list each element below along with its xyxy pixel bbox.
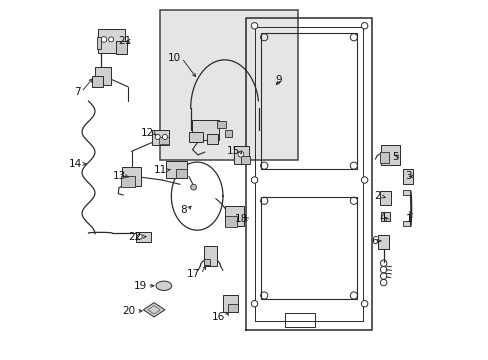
Bar: [260, 33, 357, 169]
Bar: [402, 169, 412, 184]
Text: 1: 1: [405, 215, 412, 224]
Text: 19: 19: [133, 281, 146, 291]
Circle shape: [361, 177, 367, 183]
Bar: [403, 221, 409, 226]
Bar: [203, 258, 210, 265]
Circle shape: [251, 177, 257, 183]
Text: 2: 2: [374, 191, 380, 201]
Circle shape: [162, 134, 167, 139]
Bar: [97, 37, 101, 49]
Text: 21: 21: [118, 36, 131, 46]
Bar: [151, 130, 168, 145]
Bar: [92, 76, 102, 87]
Text: 6: 6: [370, 236, 377, 246]
Bar: [188, 132, 203, 142]
Text: 5: 5: [391, 152, 398, 162]
Bar: [234, 146, 249, 163]
Bar: [379, 191, 390, 205]
Circle shape: [361, 301, 367, 307]
Text: 13: 13: [112, 171, 125, 181]
Bar: [260, 197, 357, 299]
Circle shape: [108, 37, 113, 42]
Bar: [116, 41, 127, 54]
Bar: [165, 161, 186, 178]
Text: 20: 20: [122, 306, 136, 316]
Text: 10: 10: [168, 53, 181, 63]
Circle shape: [155, 134, 160, 139]
Circle shape: [361, 23, 367, 29]
Bar: [224, 130, 231, 137]
Text: 12: 12: [140, 129, 153, 138]
Text: 18: 18: [234, 215, 247, 224]
Text: 17: 17: [187, 269, 200, 279]
Polygon shape: [143, 303, 164, 317]
Bar: [206, 134, 217, 144]
Text: 9: 9: [275, 75, 281, 85]
Bar: [224, 206, 244, 226]
Circle shape: [190, 184, 196, 190]
Text: 14: 14: [69, 159, 82, 169]
Text: 8: 8: [180, 206, 186, 216]
Text: 4: 4: [378, 213, 385, 222]
Circle shape: [101, 37, 106, 42]
Text: 15: 15: [226, 145, 239, 156]
Circle shape: [238, 151, 244, 157]
Bar: [216, 121, 225, 128]
Circle shape: [251, 23, 257, 29]
Circle shape: [251, 301, 257, 307]
Bar: [136, 231, 151, 242]
Bar: [227, 305, 238, 312]
Bar: [176, 169, 187, 178]
Bar: [191, 120, 218, 140]
Bar: [95, 67, 111, 85]
Text: 16: 16: [212, 312, 225, 322]
Bar: [121, 176, 135, 187]
Bar: [403, 190, 409, 195]
Bar: [377, 234, 388, 249]
Text: 22: 22: [128, 232, 142, 242]
Bar: [381, 145, 399, 165]
Bar: [224, 216, 237, 226]
Bar: [203, 246, 217, 266]
Bar: [285, 313, 315, 327]
Bar: [223, 295, 238, 312]
Text: 7: 7: [74, 87, 81, 97]
Circle shape: [137, 234, 142, 239]
Text: 11: 11: [153, 165, 167, 175]
Text: 3: 3: [405, 171, 411, 181]
Polygon shape: [156, 281, 171, 291]
Bar: [160, 10, 298, 160]
Bar: [122, 167, 141, 186]
Bar: [240, 156, 249, 164]
Bar: [380, 212, 389, 221]
Bar: [159, 136, 168, 144]
Bar: [98, 29, 125, 53]
Bar: [379, 152, 388, 163]
